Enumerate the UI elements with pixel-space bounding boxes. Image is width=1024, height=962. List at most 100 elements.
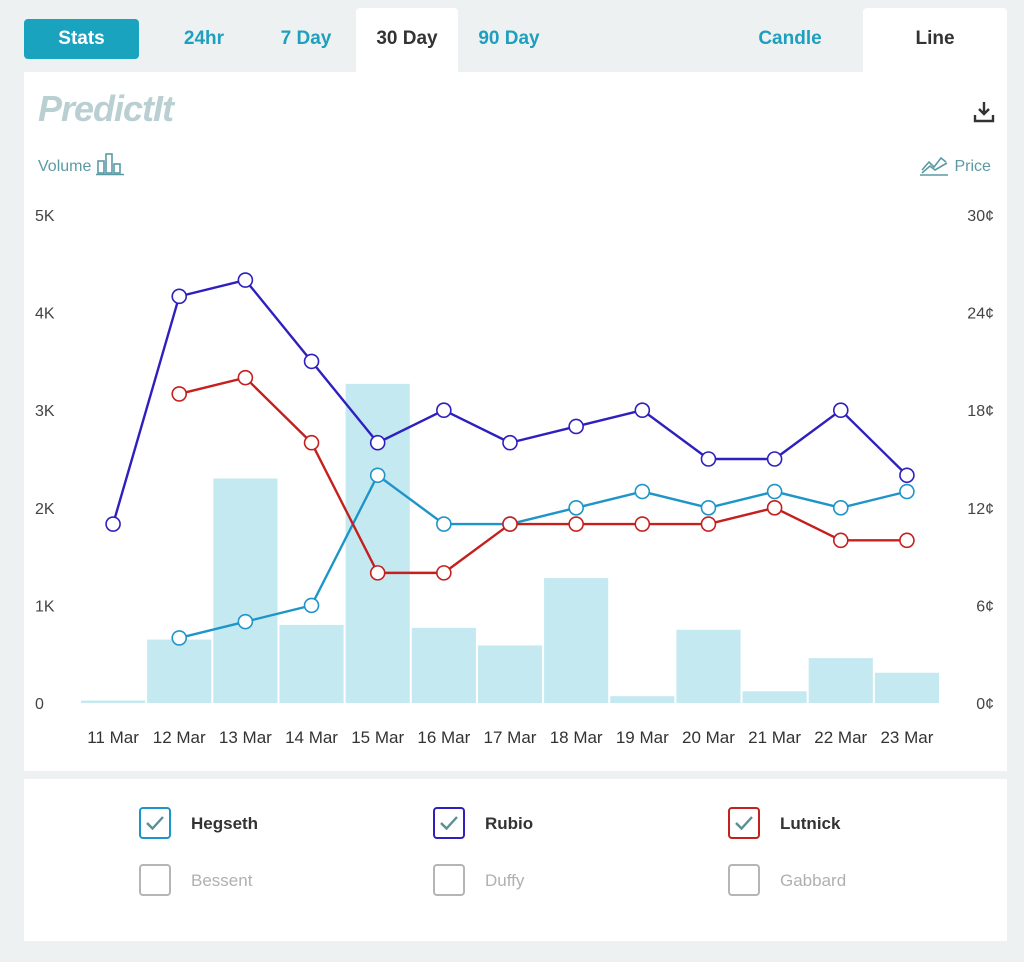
volume-bar-2 xyxy=(213,478,278,703)
volume-tick-label: 5K xyxy=(35,208,55,225)
volume-bar-11 xyxy=(808,658,873,703)
point-lutnick-1[interactable] xyxy=(171,386,188,402)
point-rubio-7[interactable] xyxy=(568,418,584,435)
series-lutnick xyxy=(171,369,915,581)
legend-label: Hegseth xyxy=(191,814,259,833)
point-hegseth-12[interactable] xyxy=(899,483,915,500)
legend-checkbox-lutnick[interactable] xyxy=(728,807,760,839)
point-lutnick-5[interactable] xyxy=(436,565,452,581)
point-lutnick-9[interactable] xyxy=(700,516,717,532)
point-hegseth-1[interactable] xyxy=(171,630,188,646)
legend-checkbox-hegseth[interactable] xyxy=(139,807,171,839)
date-tick-label: 22 Mar xyxy=(814,728,867,747)
series-line-hegseth xyxy=(178,473,908,640)
volume-bar-5 xyxy=(411,627,476,703)
legend-label: Gabbard xyxy=(780,871,847,890)
tab-line[interactable]: Line xyxy=(863,8,1007,72)
volume-bar-8 xyxy=(610,696,675,703)
volume-bar-12 xyxy=(874,672,939,703)
point-rubio-9[interactable] xyxy=(700,451,717,467)
point-hegseth-4[interactable] xyxy=(369,467,386,484)
volume-bar-1 xyxy=(147,639,212,703)
point-rubio-0[interactable] xyxy=(105,516,121,532)
date-tick-label: 11 Mar xyxy=(87,728,139,747)
point-rubio-3[interactable] xyxy=(303,353,320,370)
line-chart-icon xyxy=(920,156,948,176)
volume-bar-7 xyxy=(544,578,609,703)
tab-candle[interactable]: Candle xyxy=(758,28,822,49)
point-hegseth-10[interactable] xyxy=(766,483,783,500)
date-tick-label: 15 Mar xyxy=(351,728,404,747)
tab-30-day[interactable]: 30 Day xyxy=(356,8,458,72)
point-lutnick-7[interactable] xyxy=(568,516,584,532)
point-lutnick-10[interactable] xyxy=(766,499,783,516)
legend-checkbox-rubio[interactable] xyxy=(433,807,465,839)
legend-item-hegseth[interactable]: Hegseth xyxy=(139,807,339,843)
point-lutnick-12[interactable] xyxy=(899,532,915,549)
point-hegseth-8[interactable] xyxy=(634,483,651,500)
point-rubio-6[interactable] xyxy=(502,434,518,451)
tab-7-day[interactable]: 7 Day xyxy=(280,28,332,49)
date-tick-label: 18 Mar xyxy=(550,728,603,747)
volume-bar-10 xyxy=(742,691,807,703)
stats-button[interactable]: Stats xyxy=(24,19,139,59)
tab-24hr[interactable]: 24hr xyxy=(183,28,225,49)
volume-bars xyxy=(81,383,939,703)
point-hegseth-2[interactable] xyxy=(237,613,254,630)
date-tick-label: 14 Mar xyxy=(285,728,338,747)
bar-chart-icon xyxy=(95,153,124,176)
point-rubio-12[interactable] xyxy=(899,467,915,484)
date-tick-label: 20 Mar xyxy=(682,728,735,747)
point-rubio-10[interactable] xyxy=(766,451,783,467)
volume-bar-9 xyxy=(676,629,741,703)
point-lutnick-3[interactable] xyxy=(303,434,320,451)
point-rubio-5[interactable] xyxy=(436,402,452,419)
price-lines xyxy=(105,272,915,646)
series-rubio xyxy=(105,272,915,532)
date-axis-ticks: 11 Mar 12 Mar 13 Mar 14 Mar 15 Mar 16 Mar 17 M… xyxy=(87,728,933,747)
point-lutnick-2[interactable] xyxy=(237,369,254,386)
point-rubio-11[interactable] xyxy=(832,402,849,419)
volume-axis-ticks: 0 1K 2K 3K 4K 5K xyxy=(35,208,55,713)
point-rubio-1[interactable] xyxy=(171,288,188,305)
point-hegseth-9[interactable] xyxy=(700,499,717,516)
point-lutnick-6[interactable] xyxy=(502,516,518,532)
legend-label: Duffy xyxy=(485,871,525,890)
volume-bar-6 xyxy=(477,645,543,703)
point-rubio-4[interactable] xyxy=(369,434,386,451)
volume-tick-label: 2K xyxy=(35,501,55,518)
point-hegseth-7[interactable] xyxy=(568,499,584,516)
price-caption-text: Price xyxy=(954,158,991,175)
volume-tick-label: 3K xyxy=(35,403,55,420)
volume-caption-text: Volume xyxy=(38,158,92,175)
legend-checkbox-duffy[interactable] xyxy=(433,864,465,896)
price-tick-label: 30¢ xyxy=(967,208,994,225)
price-axis-ticks: 0¢ 6¢ 12¢ 18¢ 24¢ 30¢ xyxy=(967,208,994,713)
volume-tick-label: 4K xyxy=(35,306,55,323)
legend-item-rubio[interactable]: Rubio xyxy=(433,807,633,843)
point-lutnick-8[interactable] xyxy=(634,516,651,532)
legend-item-duffy[interactable]: Duffy xyxy=(433,864,633,900)
legend-item-bessent[interactable]: Bessent xyxy=(139,864,339,900)
point-hegseth-3[interactable] xyxy=(303,597,320,614)
download-icon[interactable] xyxy=(973,100,995,124)
tab-90-day[interactable]: 90 Day xyxy=(478,28,540,49)
point-rubio-8[interactable] xyxy=(634,402,651,419)
date-tick-label: 13 Mar xyxy=(219,728,272,747)
checkmark-icon xyxy=(440,816,458,831)
volume-bar-0 xyxy=(81,700,146,703)
legend-item-lutnick[interactable]: Lutnick xyxy=(728,807,928,843)
point-hegseth-5[interactable] xyxy=(436,516,452,532)
legend-checkbox-gabbard[interactable] xyxy=(728,864,760,896)
price-tick-label: 12¢ xyxy=(967,501,994,518)
date-tick-label: 12 Mar xyxy=(153,728,206,747)
legend-checkbox-bessent[interactable] xyxy=(139,864,171,896)
point-hegseth-11[interactable] xyxy=(832,499,849,516)
volume-tick-label: 0 xyxy=(35,696,44,713)
point-rubio-2[interactable] xyxy=(237,272,254,288)
legend-item-gabbard[interactable]: Gabbard xyxy=(728,864,928,900)
point-lutnick-11[interactable] xyxy=(832,532,849,549)
point-lutnick-4[interactable] xyxy=(369,565,386,581)
checkmark-icon xyxy=(735,816,753,831)
